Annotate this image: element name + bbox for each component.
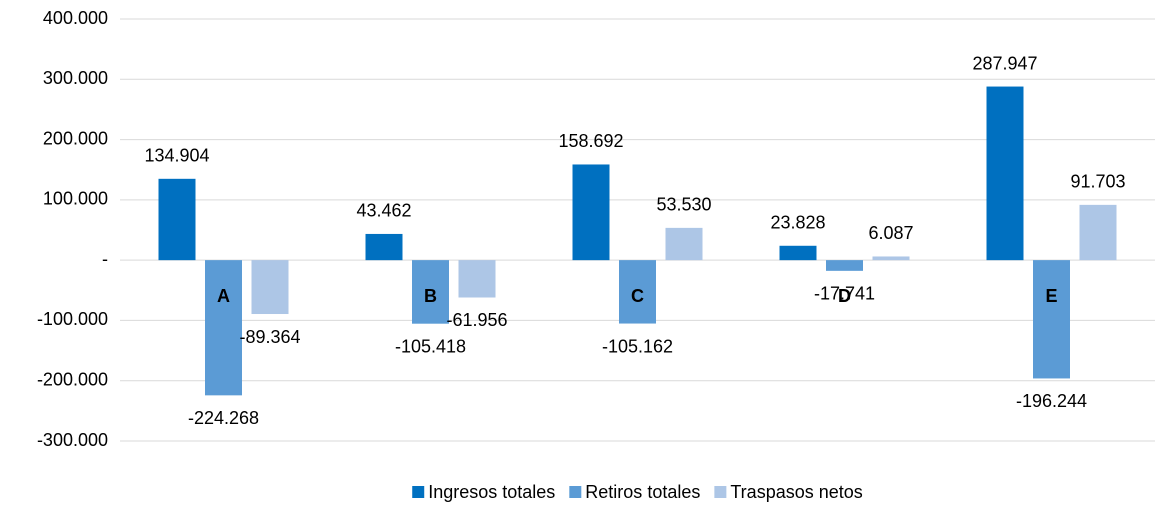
value-label: 43.462 [356,201,411,221]
value-label: -17.741 [814,284,875,304]
y-tick-label: 400.000 [43,8,108,28]
value-label: 53.530 [656,195,711,215]
bar [365,233,403,261]
value-label: -105.418 [395,336,466,356]
bar [1079,204,1117,261]
legend-label: Retiros totales [585,482,700,502]
y-tick-label: 200.000 [43,128,108,148]
bar [205,260,242,396]
value-label: -89.364 [239,327,300,347]
legend-label: Traspasos netos [730,482,862,502]
bar [826,260,863,271]
bar [412,260,449,324]
y-tick-label: -200.000 [37,369,108,389]
bar [572,164,610,261]
bar [251,260,289,315]
y-tick-label: -100.000 [37,309,108,329]
value-label: -61.956 [446,310,507,330]
category-label: C [631,286,644,306]
bar [872,256,910,261]
category-label: A [217,286,230,306]
legend-swatch [569,486,582,498]
value-label: 91.703 [1070,172,1125,192]
value-label: 134.904 [144,146,209,166]
value-label: 287.947 [972,53,1037,73]
value-label: 158.692 [558,131,623,151]
y-tick-label: - [102,249,108,269]
y-tick-label: 300.000 [43,68,108,88]
value-label: 23.828 [770,213,825,233]
bar [779,245,817,261]
value-label: 6.087 [868,223,913,243]
value-label: -105.162 [602,336,673,356]
bar [1033,260,1070,379]
legend-label: Ingresos totales [428,482,555,502]
y-tick-label: -300.000 [37,430,108,450]
bar [986,86,1024,261]
value-label: -196.244 [1016,391,1087,411]
legend-swatch [412,486,425,498]
bar [665,227,703,261]
value-label: -224.268 [188,408,259,428]
bar [158,178,196,261]
category-label: B [424,286,437,306]
category-label: D [838,286,851,306]
category-label: E [1045,286,1057,306]
bar [458,260,496,298]
legend-swatch [714,486,727,498]
y-tick-label: 100.000 [43,189,108,209]
bar [619,260,656,324]
